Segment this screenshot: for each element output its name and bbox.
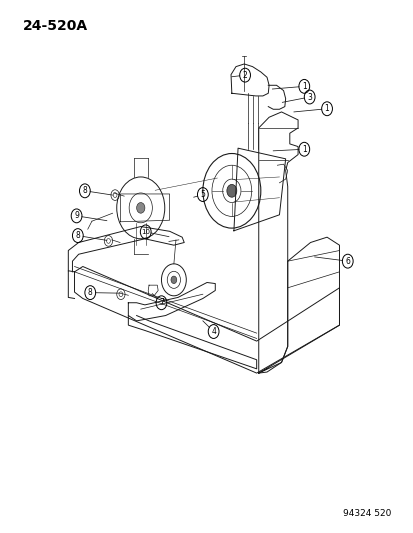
Text: 6: 6 xyxy=(344,257,349,265)
Text: 10: 10 xyxy=(141,229,150,235)
Text: 1: 1 xyxy=(301,145,306,154)
Circle shape xyxy=(226,184,236,197)
Circle shape xyxy=(171,276,176,284)
Text: 3: 3 xyxy=(306,93,311,101)
Text: 8: 8 xyxy=(82,187,87,195)
Text: 94324 520: 94324 520 xyxy=(342,509,390,518)
Text: 9: 9 xyxy=(74,212,79,220)
Text: 1: 1 xyxy=(301,82,306,91)
Text: 8: 8 xyxy=(75,231,80,240)
Text: 4: 4 xyxy=(211,327,216,336)
Text: 8: 8 xyxy=(88,288,93,297)
Text: 2: 2 xyxy=(242,71,247,79)
Text: 5: 5 xyxy=(200,190,205,199)
Text: 7: 7 xyxy=(159,298,164,307)
Text: 1: 1 xyxy=(324,104,329,113)
Circle shape xyxy=(136,203,145,213)
Text: 24-520A: 24-520A xyxy=(23,19,88,33)
